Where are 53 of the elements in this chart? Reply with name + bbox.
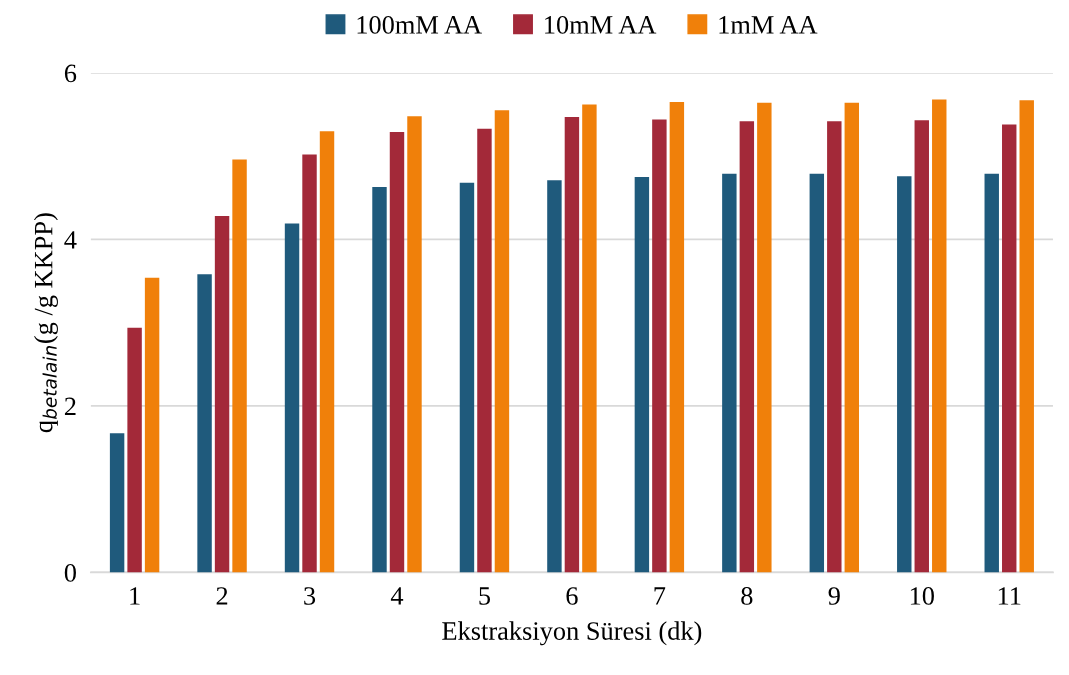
x-tick-label: 1 <box>130 587 140 605</box>
bar <box>232 159 247 573</box>
x-tick-label: 10 <box>910 587 934 605</box>
bar <box>494 110 510 573</box>
bar <box>582 104 597 573</box>
bar <box>827 121 842 573</box>
legend-label: 10mM AA <box>545 15 657 34</box>
bar <box>302 154 317 573</box>
x-tick-label: 7 <box>654 587 666 605</box>
legend-label: 100mM AA <box>357 15 482 34</box>
x-tick-label: 4 <box>390 587 404 605</box>
bar <box>477 128 492 573</box>
bar <box>722 173 737 573</box>
bar <box>284 223 300 573</box>
y-tick-label: 4 <box>64 231 77 249</box>
bar <box>984 173 999 573</box>
bar <box>844 102 860 573</box>
bar <box>459 182 475 573</box>
bar <box>564 117 580 573</box>
y-tick-label: 0 <box>64 564 76 582</box>
x-tick-label: 6 <box>566 587 578 605</box>
x-tick-label: 8 <box>741 587 753 605</box>
bar <box>932 99 947 573</box>
bar <box>547 180 562 573</box>
bar <box>634 176 650 573</box>
bar <box>389 132 405 573</box>
x-tick-label: 9 <box>828 587 840 605</box>
x-tick-label: 2 <box>216 587 228 605</box>
bar <box>127 327 142 573</box>
bar <box>897 176 912 573</box>
bar <box>407 116 422 573</box>
bar <box>914 120 929 573</box>
bar <box>319 131 335 573</box>
bar <box>109 433 125 573</box>
y-axis-title: q$_{betalain}$(g /g KKPP) <box>33 213 58 433</box>
x-tick-label: 11 <box>998 587 1021 605</box>
bar <box>652 119 667 573</box>
bar <box>1002 124 1017 573</box>
bar <box>757 102 772 573</box>
bar <box>372 186 387 573</box>
y-tick-label: 2 <box>64 397 76 416</box>
x-tick-label: 3 <box>304 587 316 605</box>
bar <box>144 277 160 573</box>
bar <box>669 102 685 573</box>
y-tick-label: 6 <box>64 64 77 83</box>
x-tick-label: 5 <box>479 587 491 605</box>
bar <box>739 121 755 573</box>
bar <box>1019 100 1034 573</box>
bar <box>214 216 230 573</box>
x-axis-title: Ekstraksiyon Süresi (dk) <box>442 621 702 646</box>
bar <box>809 173 825 573</box>
legend-label: 1mM AA <box>719 16 818 34</box>
bar <box>197 274 212 573</box>
